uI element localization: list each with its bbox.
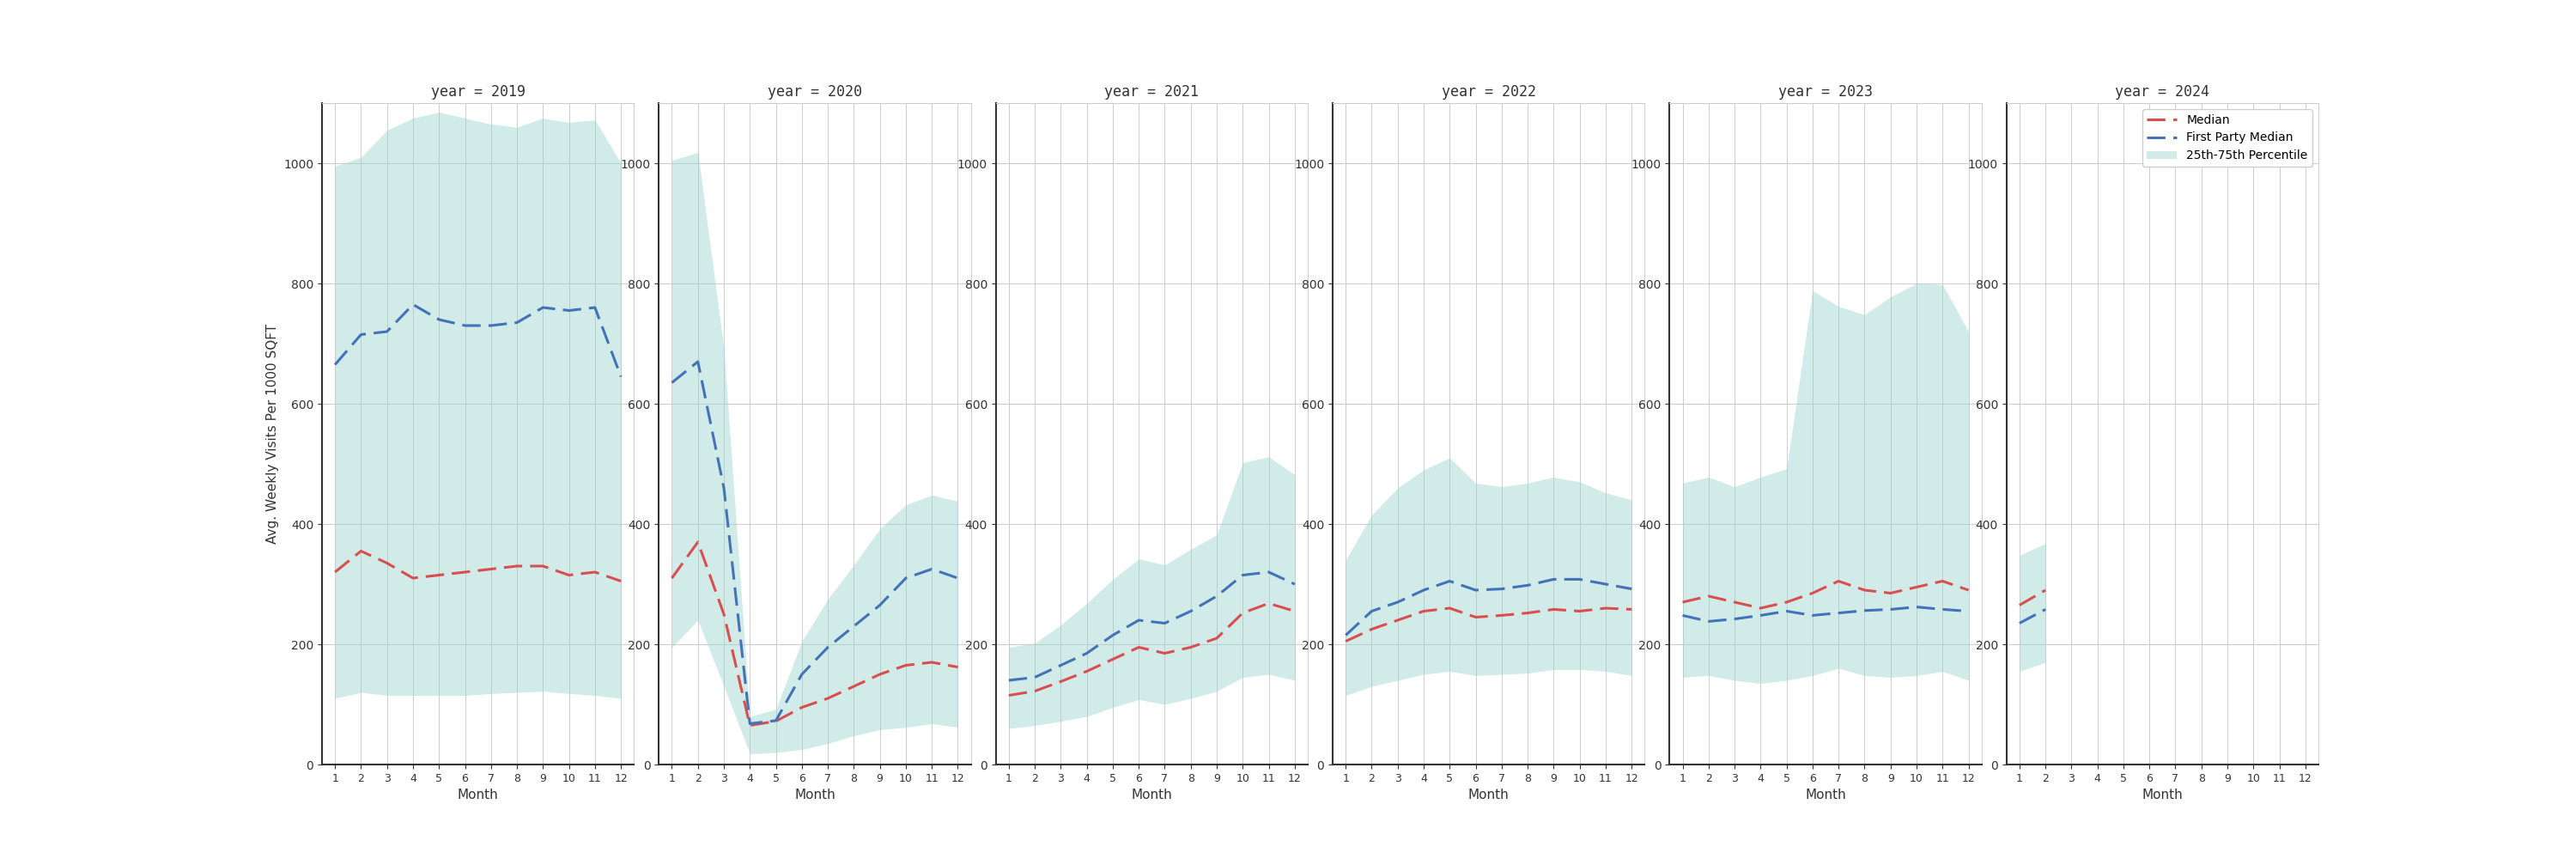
Title: year = 2024: year = 2024 [2115,84,2210,100]
Title: year = 2020: year = 2020 [768,84,863,100]
Y-axis label: Avg. Weekly Visits Per 1000 SQFT: Avg. Weekly Visits Per 1000 SQFT [265,324,278,544]
X-axis label: Month: Month [459,789,500,801]
Title: year = 2021: year = 2021 [1105,84,1198,100]
X-axis label: Month: Month [1806,789,1847,801]
Title: year = 2019: year = 2019 [430,84,526,100]
X-axis label: Month: Month [2141,789,2182,801]
Title: year = 2023: year = 2023 [1777,84,1873,100]
Title: year = 2022: year = 2022 [1443,84,1535,100]
X-axis label: Month: Month [1131,789,1172,801]
X-axis label: Month: Month [793,789,835,801]
Legend: Median, First Party Median, 25th-75th Percentile: Median, First Party Median, 25th-75th Pe… [2143,109,2313,167]
X-axis label: Month: Month [1468,789,1510,801]
